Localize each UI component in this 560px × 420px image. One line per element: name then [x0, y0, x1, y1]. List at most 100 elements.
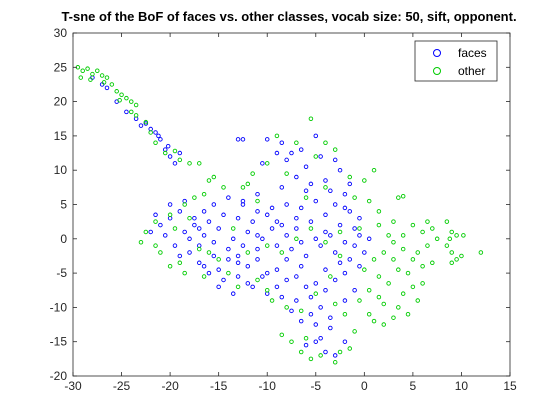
point-other: [124, 95, 129, 101]
point-other: [434, 236, 440, 242]
point-other: [449, 229, 454, 235]
point-other: [88, 77, 93, 82]
point-faces: [279, 140, 285, 146]
point-other: [101, 80, 107, 85]
point-faces: [313, 322, 319, 327]
point-other: [323, 140, 328, 146]
x-tick-label: -15: [210, 379, 228, 393]
point-other: [129, 109, 134, 115]
point-faces: [201, 209, 207, 214]
legend-marker-faces: [433, 49, 441, 57]
y-tick-label: 20: [54, 95, 68, 109]
point-other: [240, 185, 246, 190]
point-other: [172, 148, 178, 154]
y-tick-label: 30: [54, 26, 68, 40]
point-other: [454, 257, 459, 262]
point-other: [129, 99, 134, 104]
point-other: [167, 263, 173, 269]
point-faces: [332, 157, 338, 163]
point-other: [303, 336, 309, 341]
point-other: [376, 294, 382, 300]
point-other: [264, 161, 270, 166]
point-faces: [216, 284, 221, 290]
point-faces: [328, 315, 333, 320]
x-tick-label: 15: [503, 379, 517, 393]
point-faces: [303, 164, 309, 170]
point-faces: [342, 339, 348, 344]
x-tick-label: -25: [113, 379, 131, 393]
point-faces: [298, 318, 304, 324]
point-other: [381, 322, 387, 327]
point-faces: [274, 219, 280, 224]
point-faces: [201, 263, 207, 269]
point-other: [143, 229, 149, 235]
point-other: [366, 312, 372, 317]
point-faces: [255, 246, 260, 252]
point-other: [226, 270, 231, 276]
point-other: [206, 178, 212, 183]
point-other: [119, 92, 124, 97]
point-faces: [289, 246, 294, 252]
point-faces: [245, 281, 251, 286]
point-faces: [323, 229, 328, 235]
point-other: [396, 305, 401, 310]
point-other: [172, 226, 178, 231]
point-other: [117, 97, 122, 103]
point-faces: [221, 212, 226, 218]
x-tick-label: -5: [310, 379, 321, 393]
point-other: [352, 195, 357, 200]
point-faces: [235, 215, 241, 221]
point-other: [255, 277, 260, 283]
point-faces: [332, 250, 338, 255]
point-faces: [216, 226, 221, 231]
point-faces: [303, 188, 309, 194]
point-faces: [294, 274, 299, 279]
point-other: [274, 133, 280, 139]
point-other: [245, 181, 251, 187]
point-other: [298, 308, 304, 314]
point-faces: [274, 267, 280, 272]
point-faces: [347, 257, 353, 262]
point-faces: [366, 236, 372, 242]
x-tick-label: -30: [64, 379, 82, 393]
point-other: [376, 274, 382, 279]
axes-box: [72, 32, 511, 377]
point-other: [167, 212, 173, 218]
point-faces: [294, 215, 299, 221]
point-faces: [308, 219, 314, 224]
point-faces: [201, 233, 207, 238]
point-other: [478, 250, 484, 255]
point-other: [177, 260, 183, 266]
point-other: [337, 253, 343, 259]
legend-box: [414, 40, 498, 82]
point-other: [80, 68, 85, 73]
point-faces: [211, 253, 217, 259]
point-faces: [104, 85, 110, 91]
point-other: [279, 250, 285, 255]
point-other: [153, 140, 158, 146]
point-other: [255, 198, 260, 204]
point-other: [425, 243, 430, 248]
point-faces: [289, 308, 294, 314]
point-faces: [206, 270, 212, 276]
point-other: [449, 260, 454, 266]
point-faces: [260, 236, 265, 242]
point-faces: [165, 143, 171, 149]
point-other: [211, 174, 217, 180]
point-other: [376, 209, 382, 214]
point-other: [430, 260, 435, 266]
point-other: [138, 239, 144, 245]
point-other: [332, 360, 338, 365]
point-faces: [235, 274, 241, 279]
point-other: [425, 219, 430, 224]
point-other: [362, 267, 367, 272]
point-faces: [269, 226, 275, 231]
legend-marker-other: [433, 67, 441, 75]
point-faces: [255, 191, 260, 197]
point-other: [308, 226, 314, 231]
x-tick-label: 0: [361, 379, 368, 393]
point-other: [410, 257, 416, 262]
point-faces: [235, 260, 241, 266]
point-faces: [279, 185, 285, 190]
point-other: [230, 226, 236, 231]
